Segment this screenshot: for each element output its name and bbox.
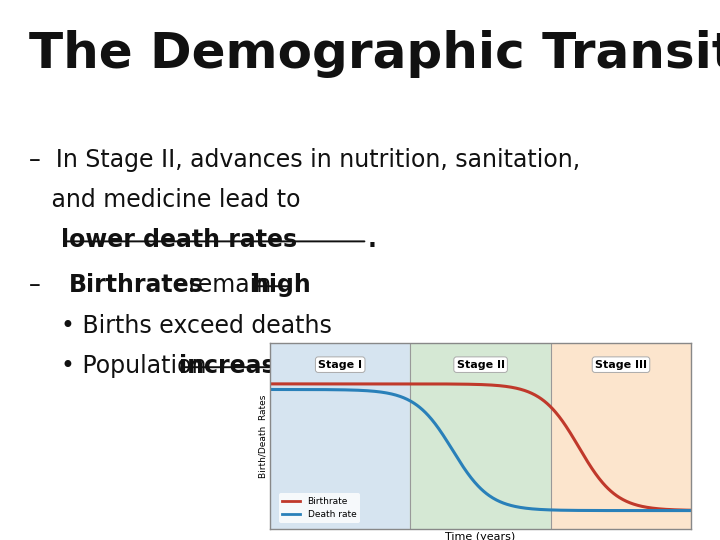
Y-axis label: Birth/Death  Rates: Birth/Death Rates	[258, 394, 267, 478]
Text: and medicine lead to: and medicine lead to	[29, 188, 300, 212]
Bar	[410, 343, 551, 529]
Text: • Population: • Population	[61, 354, 215, 377]
Text: remain: remain	[181, 273, 279, 296]
Legend: Birthrate, Death rate: Birthrate, Death rate	[279, 493, 360, 523]
Text: –  In Stage II, advances in nutrition, sanitation,: – In Stage II, advances in nutrition, sa…	[29, 148, 580, 172]
Bar	[270, 343, 410, 529]
Bar	[551, 343, 691, 529]
Text: increases: increases	[179, 354, 305, 377]
X-axis label: Time (years): Time (years)	[446, 532, 516, 540]
Text: exponentially.: exponentially.	[271, 354, 442, 377]
Text: Stage II: Stage II	[456, 360, 505, 370]
Text: Stage I: Stage I	[318, 360, 362, 370]
Text: The Demographic Transition: The Demographic Transition	[392, 324, 569, 334]
Text: –: –	[29, 273, 55, 296]
Text: high: high	[252, 273, 311, 296]
Text: lower death rates: lower death rates	[61, 228, 297, 252]
Text: Stage III: Stage III	[595, 360, 647, 370]
Text: .: .	[367, 228, 376, 252]
Text: • Births exceed deaths: • Births exceed deaths	[61, 314, 332, 338]
Text: The Demographic Transition: The Demographic Transition	[29, 30, 720, 78]
Text: Birthrates: Birthrates	[68, 273, 203, 296]
